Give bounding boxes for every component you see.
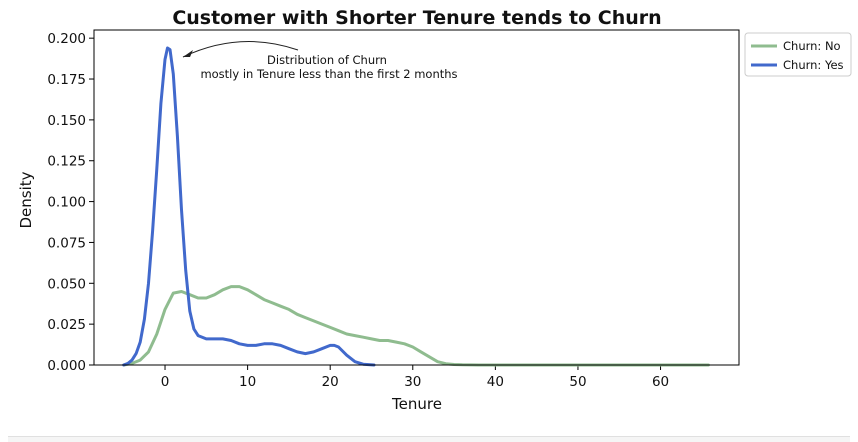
legend: Churn: No Churn: Yes	[744, 32, 852, 77]
y-tick-label: 0.000	[47, 358, 86, 374]
annotation-arrowhead	[183, 50, 193, 57]
series-layer	[122, 46, 710, 367]
annotation: Distribution of Churn mostly in Tenure l…	[182, 40, 458, 81]
y-tick-label: 0.025	[47, 317, 86, 333]
y-tick-label: 0.050	[47, 276, 86, 292]
x-tick-label: 20	[322, 374, 339, 390]
y-tick-label: 0.150	[47, 113, 86, 129]
x-tick-label: 60	[652, 374, 669, 390]
x-tick-label: 10	[239, 374, 256, 390]
annotation-arrow	[182, 40, 299, 58]
annotation-text-line2: mostly in Tenure less than the first 2 m…	[200, 67, 457, 81]
annotation-text-line1: Distribution of Churn	[267, 53, 387, 67]
y-tick-label: 0.075	[47, 235, 86, 251]
x-tick-label: 30	[404, 374, 421, 390]
series-line-churn-yes	[122, 46, 376, 367]
x-axis-label: Tenure	[391, 395, 442, 413]
x-tick-label: 40	[487, 374, 504, 390]
chart-title: Customer with Shorter Tenure tends to Ch…	[172, 7, 661, 29]
y-tick-label: 0.125	[47, 154, 86, 170]
y-tick-label: 0.175	[47, 72, 86, 88]
x-tick-label: 50	[569, 374, 586, 390]
x-axis-ticks: 0 10 20 30 40 50 60	[161, 365, 669, 390]
y-tick-label: 0.200	[47, 31, 86, 47]
output-cell-divider	[8, 436, 850, 442]
y-axis-ticks: 0.000 0.025 0.050 0.075 0.100 0.125 0.150 0.175…	[47, 31, 94, 374]
y-axis-label: Density	[17, 171, 35, 228]
legend-label-no: Churn: No	[783, 39, 841, 53]
plot-frame	[93, 29, 740, 366]
x-tick-label: 0	[161, 374, 170, 390]
y-tick-label: 0.100	[47, 195, 86, 211]
series-line-churn-no	[122, 285, 710, 367]
legend-label-yes: Churn: Yes	[783, 58, 844, 72]
